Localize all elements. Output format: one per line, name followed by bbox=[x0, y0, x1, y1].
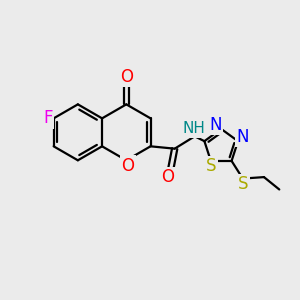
Text: S: S bbox=[206, 157, 217, 175]
Text: N: N bbox=[236, 128, 249, 146]
Text: S: S bbox=[238, 175, 249, 193]
Text: F: F bbox=[44, 109, 53, 127]
Text: NH: NH bbox=[183, 122, 206, 136]
Text: N: N bbox=[210, 116, 222, 134]
Text: O: O bbox=[121, 157, 134, 175]
Text: O: O bbox=[161, 168, 174, 186]
Text: O: O bbox=[120, 68, 133, 86]
